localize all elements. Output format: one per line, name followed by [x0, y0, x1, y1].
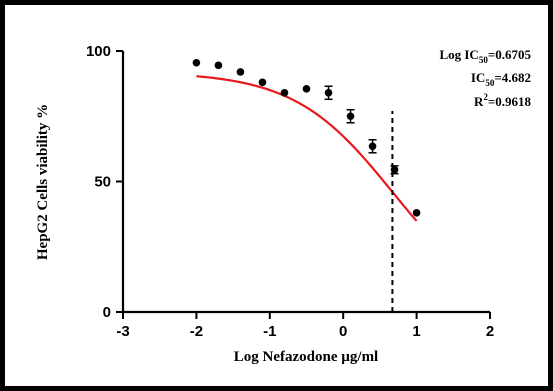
data-point [214, 61, 223, 70]
log-ic50-prefix: Log IC [439, 47, 478, 62]
ic50-annotation: IC50=4.682 [471, 70, 531, 88]
ic50-subscript: 50 [485, 78, 495, 88]
log-ic50-annotation: Log IC50=0.6705 [439, 47, 531, 65]
data-point [236, 68, 245, 76]
y-tick-label: 0 [103, 304, 111, 321]
data-point [346, 112, 355, 121]
data-point [324, 88, 333, 97]
data-point [368, 142, 377, 151]
x-tick-label: 2 [486, 323, 494, 340]
x-tick-label: 0 [339, 323, 347, 340]
ic50-value: =4.682 [494, 70, 531, 85]
data-point [302, 85, 311, 93]
chart-frame: -3 -2 -1 0 1 2 0 50 100 Log Nefazodone µg/ml Hep… [5, 5, 548, 386]
x-tick-label: 1 [412, 323, 420, 340]
data-point [192, 58, 201, 67]
data-points-layer [192, 58, 421, 217]
data-point [258, 78, 267, 87]
y-tick-label: 50 [94, 174, 111, 191]
x-axis-title: Log Nefazodone µg/ml [234, 349, 378, 365]
log-ic50-subscript: 50 [479, 55, 489, 65]
data-point [412, 209, 421, 217]
x-tick-label: -2 [190, 323, 203, 340]
data-point [390, 165, 399, 174]
r2-prefix: R [474, 94, 484, 109]
ticks-layer: -3 -2 -1 0 1 2 0 50 100 [86, 43, 494, 340]
fit-curve [196, 75, 418, 222]
r2-value: =0.9618 [488, 94, 532, 109]
x-tick-label: -1 [263, 323, 276, 340]
data-point [280, 88, 289, 97]
dose-response-chart: -3 -2 -1 0 1 2 0 50 100 Log Nefazodone µg/ml Hep… [35, 43, 531, 365]
y-tick-label: 100 [86, 43, 111, 60]
log-ic50-value: =0.6705 [488, 47, 532, 62]
r2-superscript: 2 [483, 92, 488, 102]
ic50-prefix: IC [471, 70, 485, 85]
r2-annotation: R2=0.9618 [474, 92, 532, 109]
fit-curve-layer [196, 75, 418, 222]
fit-annotations: Log IC50=0.6705 IC50=4.682 R2=0.9618 [439, 47, 531, 109]
x-tick-label: -3 [116, 323, 129, 340]
y-axis-title: HepG2 Cells viability % [35, 104, 51, 260]
